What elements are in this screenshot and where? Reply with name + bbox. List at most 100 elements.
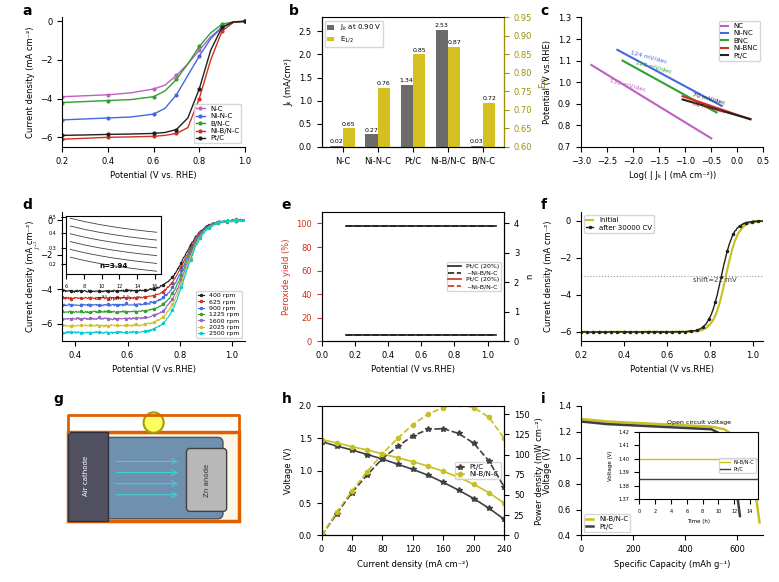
Ni-B/N-C: [149, 133, 158, 140]
Legend: Ni-B/N-C, Pt/C: Ni-B/N-C, Pt/C: [584, 514, 630, 532]
Ni-B/N-C: [332, 439, 341, 446]
900 rpm: [58, 301, 67, 308]
Line: 2500 rpm: 2500 rpm: [62, 219, 246, 335]
N-C: [58, 93, 67, 100]
B/N-C: [126, 96, 136, 103]
Ni-B/N-C: [454, 474, 464, 481]
Text: 70 mV/dec: 70 mV/dec: [692, 92, 725, 106]
Text: 2.53: 2.53: [435, 23, 449, 28]
X-axis label: Potential (V vs. RHE): Potential (V vs. RHE): [111, 171, 197, 180]
2025 rpm: [237, 217, 246, 223]
Line: Ni-B/N-C: Ni-B/N-C: [319, 438, 506, 505]
N-C: [240, 18, 249, 25]
Pt/C: [149, 130, 158, 137]
Line: Ni-B/N-C: Ni-B/N-C: [61, 20, 246, 141]
Ni-B/N-C: [393, 454, 402, 461]
Line: Ni-B/N-C: Ni-B/N-C: [581, 419, 760, 523]
~Ni-B/N-C: [369, 332, 379, 339]
Y-axis label: Peroxide yield (%): Peroxide yield (%): [281, 238, 291, 315]
Pt/C (20%): [347, 222, 357, 229]
Pt/C: [681, 424, 690, 431]
2025 rpm: [99, 324, 108, 331]
Y-axis label: Voltage (V): Voltage (V): [284, 448, 293, 494]
B/N-C: [80, 98, 90, 105]
Text: 0.65: 0.65: [342, 122, 355, 127]
900 rpm: [167, 286, 176, 293]
Initial: [759, 218, 768, 225]
Pt/C: [362, 451, 372, 458]
Initial: [731, 236, 740, 243]
Text: b: b: [289, 4, 298, 18]
Bar: [343, 129, 355, 147]
after 30000 CV: [576, 328, 586, 335]
Legend: NC, Ni-NC, BNC, Ni-BNC, Pt/C: NC, Ni-NC, BNC, Ni-BNC, Pt/C: [719, 21, 760, 61]
Text: 0.76: 0.76: [377, 81, 391, 86]
Y-axis label: Potential (V vs.RHE): Potential (V vs.RHE): [543, 40, 552, 124]
Pt/C (20%): [484, 222, 493, 229]
Text: 0.27: 0.27: [365, 127, 379, 133]
625 rpm: [240, 217, 249, 223]
Bar: [365, 134, 378, 147]
after 30000 CV: [622, 329, 631, 336]
Bar: [330, 146, 343, 147]
Pt/C (20%): [342, 332, 351, 339]
2500 rpm: [212, 220, 221, 227]
B/N-C: [104, 97, 113, 104]
625 rpm: [58, 294, 67, 301]
Pt/C: [240, 18, 249, 25]
1225 rpm: [212, 219, 221, 226]
Text: c: c: [541, 4, 549, 18]
Y-axis label: Current density (mA cm⁻²): Current density (mA cm⁻²): [545, 221, 553, 332]
Ni-N-C: [58, 116, 67, 123]
625 rpm: [212, 218, 221, 225]
Pt/C: [206, 47, 215, 54]
2500 rpm: [58, 329, 67, 336]
Line: after 30000 CV: after 30000 CV: [580, 220, 764, 333]
B/N-C: [195, 43, 204, 50]
2025 rpm: [212, 219, 221, 226]
FancyBboxPatch shape: [68, 432, 108, 521]
900 rpm: [236, 216, 245, 223]
Legend: J$_k$ at 0.90 V, E$_{1/2}$: J$_k$ at 0.90 V, E$_{1/2}$: [325, 21, 383, 47]
Ni-N-C: [104, 115, 113, 122]
Pt/C (20%): [351, 332, 360, 339]
Ni-B/N-C: [80, 135, 90, 142]
Ni-B/N-C: [743, 461, 753, 468]
Ni-B/N-C: [485, 489, 494, 496]
400 rpm: [58, 288, 68, 294]
400 rpm: [58, 287, 67, 294]
1225 rpm: [224, 217, 233, 223]
1225 rpm: [240, 217, 249, 223]
2025 rpm: [240, 217, 249, 224]
2500 rpm: [170, 302, 179, 309]
Ni-B/N-C: [735, 441, 745, 448]
Text: h: h: [281, 392, 291, 406]
1600 rpm: [224, 218, 233, 225]
Ni-B/N-C: [576, 416, 586, 423]
1225 rpm: [58, 308, 68, 315]
Pt/C (20%): [492, 332, 501, 339]
Ni-B/N-C: [589, 417, 598, 424]
B/N-C: [206, 30, 215, 37]
1600 rpm: [240, 217, 249, 223]
~Ni-B/N-C: [369, 222, 379, 229]
Ni-B/N-C: [408, 458, 418, 465]
Ni-B/N-C: [160, 132, 170, 139]
Y-axis label: Current density (mA cm⁻²): Current density (mA cm⁻²): [26, 221, 35, 332]
after 30000 CV: [576, 328, 586, 335]
1600 rpm: [170, 292, 179, 299]
N-C: [195, 47, 204, 54]
Legend: Pt/C, Ni-B/N-C: Pt/C, Ni-B/N-C: [455, 462, 501, 480]
2500 rpm: [231, 217, 241, 223]
Pt/C (20%): [478, 332, 488, 339]
400 rpm: [212, 219, 221, 226]
1600 rpm: [78, 317, 87, 324]
~Ni-B/N-C: [347, 222, 357, 229]
N-C: [149, 86, 158, 93]
X-axis label: Potential (V vs.RHE): Potential (V vs.RHE): [111, 365, 196, 374]
625 rpm: [167, 281, 176, 288]
Text: a: a: [22, 4, 32, 18]
~Ni-B/N-C: [478, 222, 488, 229]
Ni-B/N-C: [728, 431, 737, 438]
Initial: [758, 218, 767, 225]
